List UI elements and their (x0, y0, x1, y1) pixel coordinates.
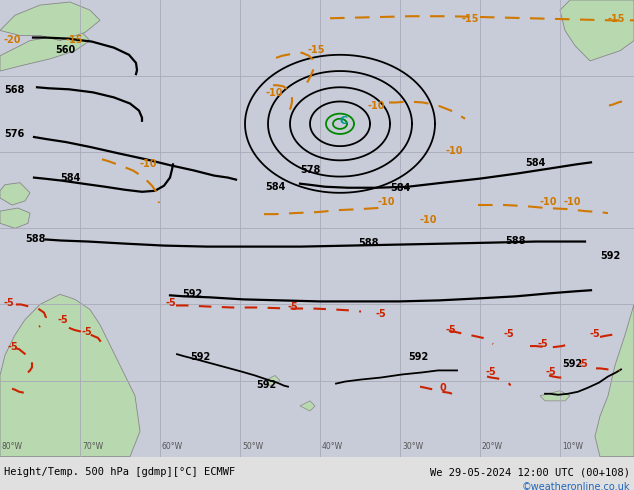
Text: -5: -5 (545, 368, 556, 377)
Text: -5: -5 (165, 298, 176, 309)
Text: -5: -5 (288, 301, 299, 312)
Text: 20°W: 20°W (482, 441, 503, 451)
Text: -10: -10 (540, 197, 557, 207)
Text: 584: 584 (60, 172, 81, 183)
Text: -10: -10 (563, 197, 581, 207)
Text: We 29-05-2024 12:00 UTC (00+108): We 29-05-2024 12:00 UTC (00+108) (430, 467, 630, 477)
Text: 576: 576 (4, 129, 24, 139)
Text: -5: -5 (578, 359, 589, 369)
Text: 592: 592 (562, 359, 582, 369)
Polygon shape (0, 2, 100, 41)
Text: -20: -20 (3, 35, 20, 45)
Text: 50°W: 50°W (242, 441, 263, 451)
Text: 592: 592 (408, 352, 428, 362)
Text: 10°W: 10°W (562, 441, 583, 451)
Text: 560: 560 (55, 45, 75, 55)
Text: -5: -5 (376, 309, 387, 318)
Polygon shape (0, 208, 30, 228)
Text: -5: -5 (590, 329, 601, 339)
Text: -10: -10 (140, 159, 157, 170)
Text: 70°W: 70°W (82, 441, 103, 451)
Text: 584: 584 (265, 182, 285, 192)
Text: -5: -5 (8, 342, 19, 352)
Text: 578: 578 (300, 165, 320, 174)
Text: -5: -5 (82, 327, 93, 337)
Text: -5: -5 (445, 325, 456, 335)
Text: -10: -10 (420, 215, 437, 225)
Text: -10: -10 (445, 146, 462, 156)
Text: 60°W: 60°W (162, 441, 183, 451)
Text: C: C (340, 116, 348, 126)
Text: -15: -15 (308, 45, 325, 55)
Text: -15: -15 (607, 14, 624, 24)
Text: 592: 592 (256, 380, 276, 390)
Polygon shape (0, 30, 90, 71)
Text: 588: 588 (25, 234, 46, 244)
Text: 80°W: 80°W (2, 441, 23, 451)
Text: 568: 568 (4, 85, 24, 96)
Text: 40°W: 40°W (322, 441, 343, 451)
Polygon shape (300, 401, 315, 411)
Text: 30°W: 30°W (402, 441, 423, 451)
Text: -15: -15 (65, 35, 82, 45)
Polygon shape (540, 391, 570, 401)
Text: -5: -5 (486, 368, 497, 377)
Polygon shape (595, 304, 634, 457)
Text: 592: 592 (600, 251, 620, 261)
Text: 584: 584 (390, 183, 410, 193)
Text: -10: -10 (265, 88, 283, 98)
Text: -5: -5 (58, 315, 68, 325)
Text: 588: 588 (505, 236, 526, 245)
Text: ©weatheronline.co.uk: ©weatheronline.co.uk (522, 482, 630, 490)
Text: 592: 592 (190, 352, 210, 362)
Polygon shape (560, 0, 634, 61)
Text: -15: -15 (462, 14, 479, 24)
Text: -5: -5 (537, 339, 548, 349)
Text: -10: -10 (368, 100, 385, 111)
Text: 588: 588 (358, 238, 378, 247)
Text: -5: -5 (504, 329, 515, 339)
Text: 592: 592 (182, 290, 202, 299)
Text: 584: 584 (525, 158, 545, 169)
Text: Height/Temp. 500 hPa [gdmp][°C] ECMWF: Height/Temp. 500 hPa [gdmp][°C] ECMWF (4, 467, 235, 477)
Polygon shape (0, 294, 140, 457)
Polygon shape (265, 375, 280, 386)
Polygon shape (0, 183, 30, 205)
Text: -10: -10 (378, 197, 396, 207)
Text: -5: -5 (3, 298, 14, 309)
Text: 0: 0 (440, 383, 447, 392)
